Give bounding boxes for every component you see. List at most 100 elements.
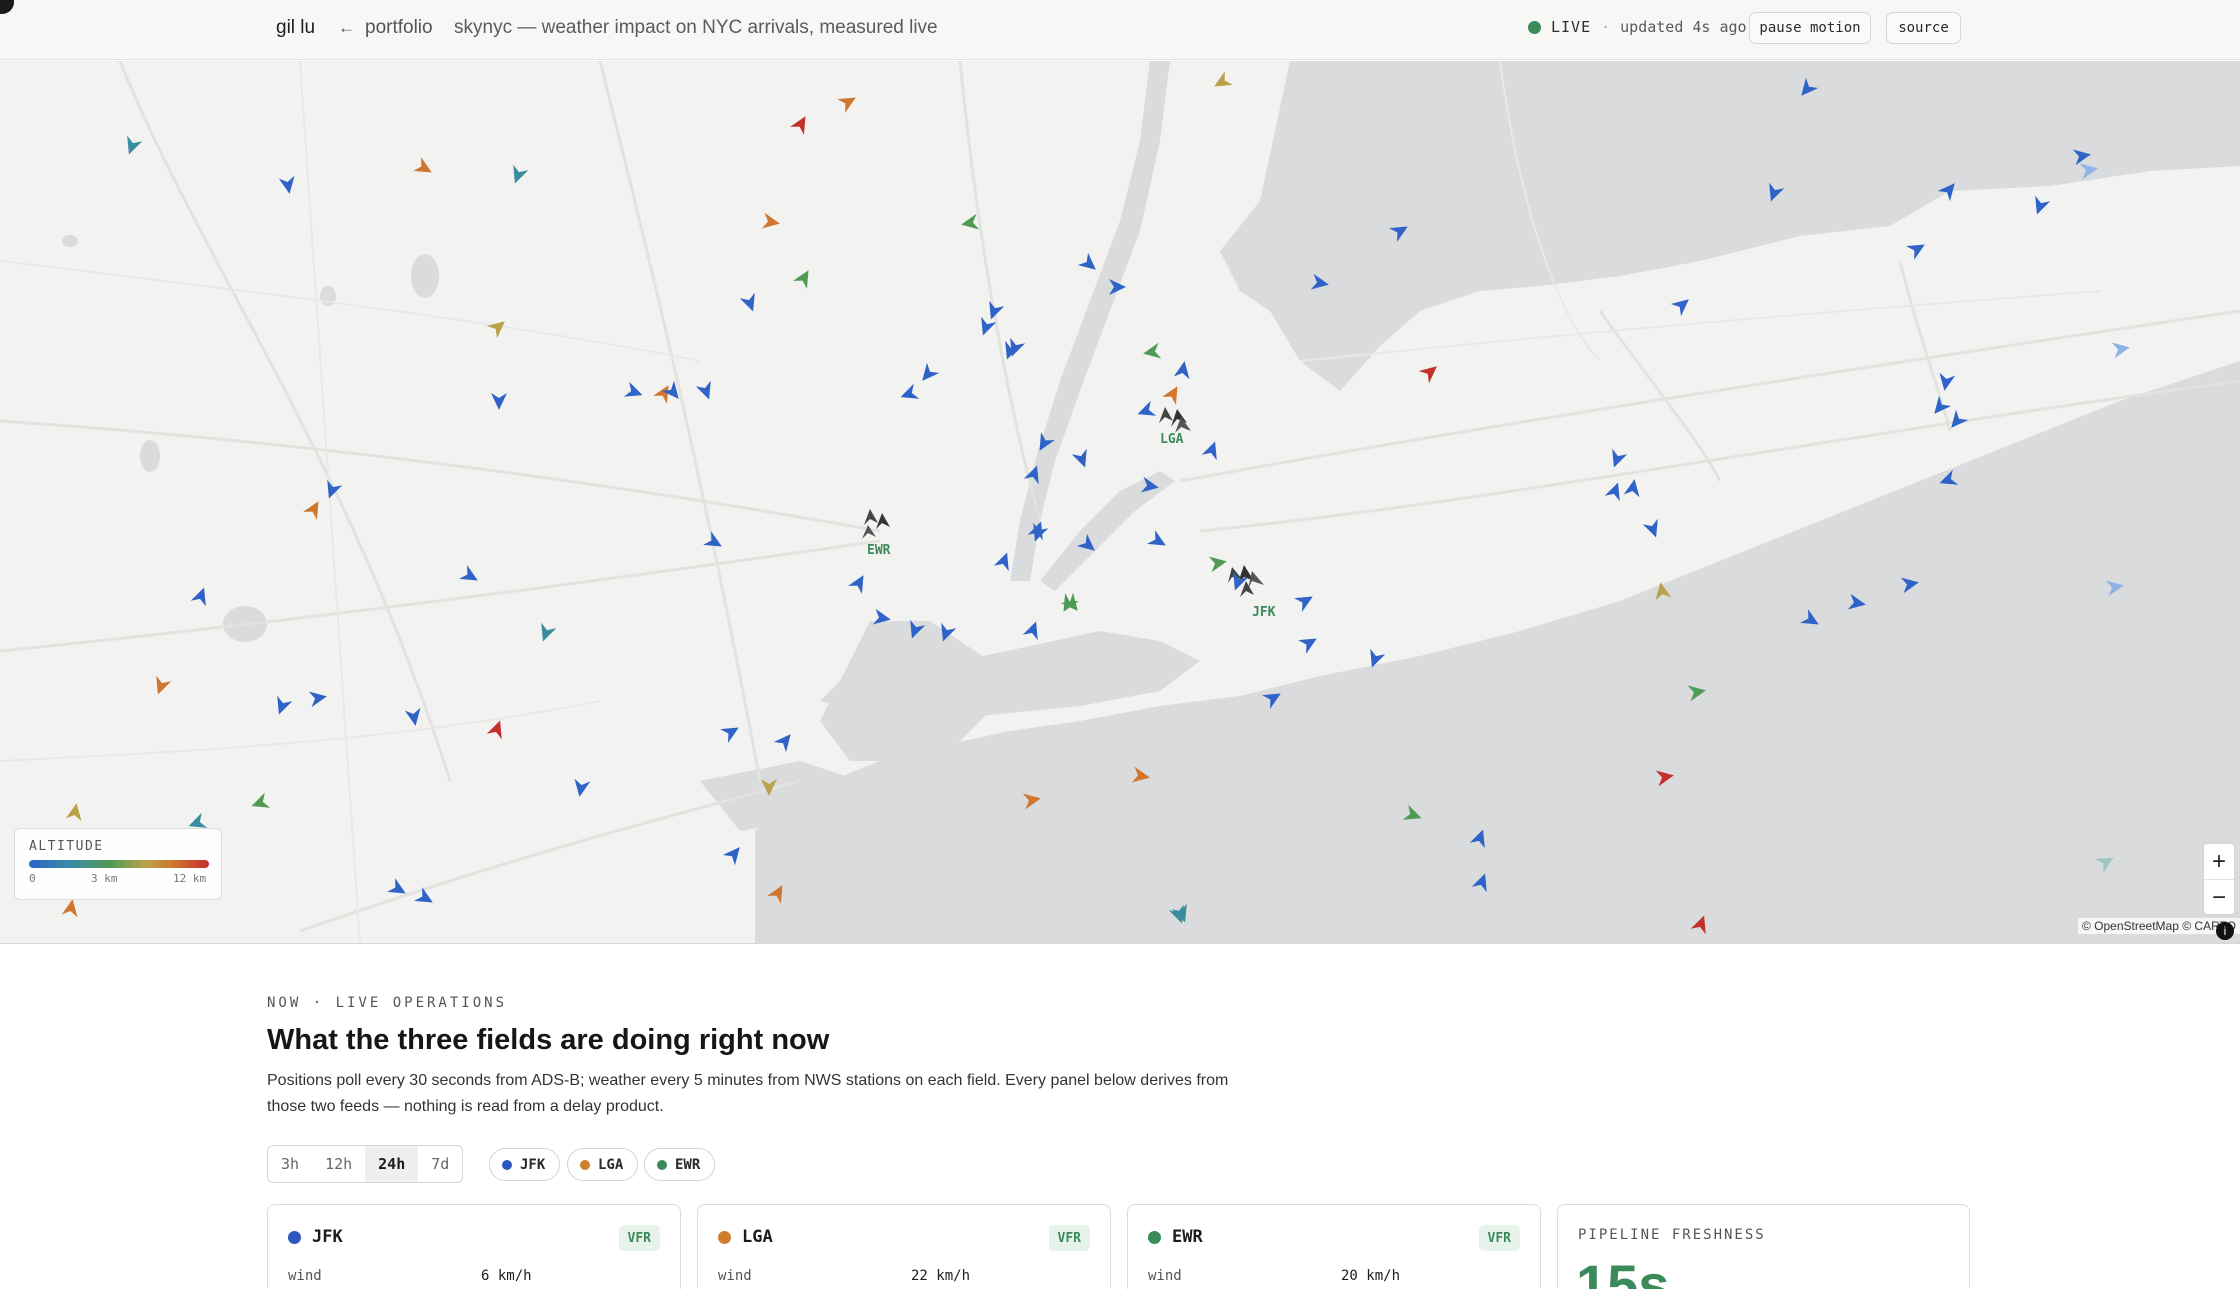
aircraft-marker-icon[interactable] <box>246 789 274 817</box>
aircraft-marker-icon[interactable] <box>1925 392 1956 423</box>
aircraft-marker-icon[interactable] <box>1073 530 1104 561</box>
aircraft-marker-icon[interactable] <box>1139 339 1164 364</box>
aircraft-marker-icon[interactable] <box>1290 586 1320 616</box>
range-12h-button[interactable]: 12h <box>325 1155 353 1173</box>
aircraft-marker-icon[interactable] <box>1361 645 1389 673</box>
aircraft-marker-icon[interactable] <box>1639 515 1667 543</box>
aircraft-marker-icon[interactable] <box>1399 801 1427 829</box>
range-24h-button[interactable]: 24h <box>365 1146 419 1182</box>
aircraft-marker-icon[interactable] <box>1224 568 1252 596</box>
aircraft-marker-icon[interactable] <box>1844 590 1869 615</box>
aircraft-marker-icon[interactable] <box>305 685 330 710</box>
brand-name[interactable]: gil lu <box>276 17 316 38</box>
flight-map[interactable]: EWR LGA JFK ALTITUDE 0 3 km 12 km + − © … <box>0 61 2240 944</box>
aircraft-marker-icon[interactable] <box>658 377 689 408</box>
aircraft-marker-icon[interactable] <box>1158 379 1188 409</box>
map-attribution[interactable]: © OpenStreetMap © CARTO <box>2078 918 2240 934</box>
aircraft-marker-icon[interactable] <box>1258 683 1288 713</box>
aircraft-marker-icon[interactable] <box>1667 290 1698 321</box>
aircraft-marker-icon[interactable] <box>789 263 819 293</box>
aircraft-marker-icon[interactable] <box>1068 445 1096 473</box>
aircraft-marker-icon[interactable] <box>2108 336 2133 361</box>
aircraft-marker-icon[interactable] <box>2069 143 2094 168</box>
aircraft-marker-icon[interactable] <box>1649 578 1674 603</box>
aircraft-marker-icon[interactable] <box>1415 357 1446 388</box>
aircraft-marker-icon[interactable] <box>118 132 146 160</box>
aircraft-marker-icon[interactable] <box>1001 334 1029 362</box>
aircraft-marker-icon[interactable] <box>1029 428 1059 458</box>
aircraft-marker-icon[interactable] <box>869 605 894 630</box>
aircraft-marker-icon[interactable] <box>409 153 439 183</box>
aircraft-marker-icon[interactable] <box>2091 847 2121 877</box>
aircraft-marker-icon[interactable] <box>1942 406 1973 437</box>
aircraft-marker-icon[interactable] <box>786 109 816 139</box>
aircraft-marker-icon[interactable] <box>1024 516 1052 544</box>
aircraft-marker-icon[interactable] <box>1106 276 1128 298</box>
aircraft-marker-icon[interactable] <box>410 883 440 913</box>
aircraft-marker-icon[interactable] <box>990 547 1018 575</box>
aircraft-marker-icon[interactable] <box>716 717 746 747</box>
aircraft-marker-icon[interactable] <box>504 161 532 189</box>
aircraft-marker-icon[interactable] <box>957 210 982 235</box>
aircraft-marker-icon[interactable] <box>1074 249 1105 280</box>
aircraft-marker-icon[interactable] <box>1207 67 1237 97</box>
info-icon[interactable]: i <box>2216 922 2234 940</box>
aircraft-marker-icon[interactable] <box>1902 234 1932 264</box>
aircraft-marker-icon[interactable] <box>1143 526 1173 556</box>
aircraft-marker-icon[interactable] <box>1933 369 1958 394</box>
aircraft-marker-icon[interactable] <box>1792 74 1823 105</box>
aircraft-marker-icon[interactable] <box>383 874 413 904</box>
aircraft-marker-icon[interactable] <box>913 359 944 390</box>
aircraft-marker-icon[interactable] <box>763 878 793 908</box>
aircraft-marker-icon[interactable] <box>1128 763 1153 788</box>
aircraft-marker-icon[interactable] <box>1019 787 1044 812</box>
aircraft-marker-icon[interactable] <box>844 568 874 598</box>
aircraft-marker-icon[interactable] <box>1603 445 1631 473</box>
aircraft-marker-icon[interactable] <box>719 839 750 870</box>
aircraft-marker-icon[interactable] <box>2076 157 2101 182</box>
aircraft-marker-icon[interactable] <box>268 692 296 720</box>
aircraft-marker-icon[interactable] <box>895 380 923 408</box>
aircraft-marker-icon[interactable] <box>649 378 679 408</box>
aircraft-marker-icon[interactable] <box>275 172 300 197</box>
aircraft-marker-icon[interactable] <box>2102 574 2127 599</box>
aircraft-marker-icon[interactable] <box>483 312 514 343</box>
aircraft-marker-icon[interactable] <box>1934 466 1962 494</box>
aircraft-marker-icon[interactable] <box>1307 270 1332 295</box>
portfolio-back-link[interactable]: ← portfolio <box>338 17 433 39</box>
filter-chip-lga[interactable]: LGA <box>567 1148 639 1181</box>
aircraft-marker-icon[interactable] <box>299 494 329 524</box>
aircraft-marker-icon[interactable] <box>1170 357 1195 382</box>
aircraft-marker-icon[interactable] <box>1385 216 1415 246</box>
aircraft-marker-icon[interactable] <box>980 297 1008 325</box>
aircraft-marker-icon[interactable] <box>1019 616 1047 644</box>
aircraft-marker-icon[interactable] <box>1137 473 1162 498</box>
aircraft-marker-icon[interactable] <box>1687 910 1715 938</box>
aircraft-marker-icon[interactable] <box>568 775 593 800</box>
aircraft-marker-icon[interactable] <box>187 582 215 610</box>
aircraft-marker-icon[interactable] <box>932 619 960 647</box>
aircraft-marker-icon[interactable] <box>699 527 729 557</box>
aircraft-marker-icon[interactable] <box>147 672 175 700</box>
aircraft-marker-icon[interactable] <box>1205 550 1230 575</box>
aircraft-marker-icon[interactable] <box>488 390 510 412</box>
filter-chip-ewr[interactable]: EWR <box>644 1148 716 1181</box>
aircraft-marker-icon[interactable] <box>1620 475 1645 500</box>
aircraft-marker-icon[interactable] <box>1934 175 1965 206</box>
aircraft-marker-icon[interactable] <box>833 87 863 117</box>
aircraft-marker-icon[interactable] <box>1760 179 1788 207</box>
aircraft-marker-icon[interactable] <box>692 377 720 405</box>
aircraft-marker-icon[interactable] <box>901 616 929 644</box>
aircraft-marker-icon[interactable] <box>758 776 780 798</box>
aircraft-marker-icon[interactable] <box>483 715 511 743</box>
aircraft-marker-icon[interactable] <box>2026 192 2054 220</box>
aircraft-marker-icon[interactable] <box>183 809 211 837</box>
aircraft-marker-icon[interactable] <box>1796 605 1826 635</box>
aircraft-marker-icon[interactable] <box>736 289 764 317</box>
aircraft-marker-icon[interactable] <box>1601 477 1629 505</box>
aircraft-marker-icon[interactable] <box>972 313 1000 341</box>
aircraft-marker-icon[interactable] <box>58 895 83 920</box>
aircraft-marker-icon[interactable] <box>620 378 648 406</box>
aircraft-marker-icon[interactable] <box>1897 571 1922 596</box>
range-3h-button[interactable]: 3h <box>281 1155 300 1173</box>
